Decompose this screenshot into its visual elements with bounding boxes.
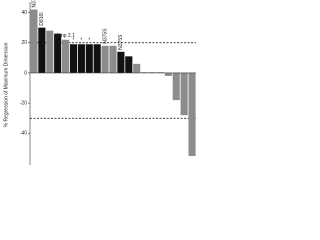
y-tick-label: 0	[24, 70, 27, 76]
chart: % Regression of Maximum Dimension -40 -20…	[3, 0, 196, 165]
annotation: Amp 2.1	[56, 33, 75, 39]
bar	[30, 9, 38, 73]
y-tick-label: -20	[20, 100, 27, 106]
bar	[172, 72, 180, 101]
y-tick-label: 40	[21, 10, 27, 16]
bar	[54, 33, 62, 73]
bar	[38, 27, 46, 73]
bar	[93, 44, 101, 73]
bar	[125, 56, 133, 73]
bar	[133, 63, 141, 73]
annotation: *	[80, 38, 82, 44]
bar	[180, 72, 188, 116]
annotation: *	[88, 38, 90, 44]
annotation: *	[72, 38, 74, 44]
y-axis-label: % Regression of Maximum Dimension	[3, 42, 9, 127]
bar	[188, 72, 196, 156]
bar	[109, 45, 117, 73]
annotation: D816I	[39, 12, 45, 25]
y-tick-label: -40	[20, 131, 27, 137]
bar	[101, 45, 109, 73]
bar	[62, 39, 70, 73]
bar	[69, 44, 78, 73]
bar	[117, 51, 125, 73]
annotation: N375S	[102, 28, 108, 44]
bar	[141, 72, 149, 73]
bar	[164, 72, 172, 76]
annotation: N375S	[31, 0, 37, 8]
bar	[46, 30, 54, 73]
bar	[156, 72, 164, 73]
bar	[148, 72, 157, 73]
annotation: N375S	[118, 34, 124, 50]
bar	[77, 44, 85, 73]
y-tick-label: 20	[21, 40, 27, 46]
bar	[85, 44, 93, 73]
page: % Regression of Maximum Dimension -40 -20…	[3, 0, 196, 165]
